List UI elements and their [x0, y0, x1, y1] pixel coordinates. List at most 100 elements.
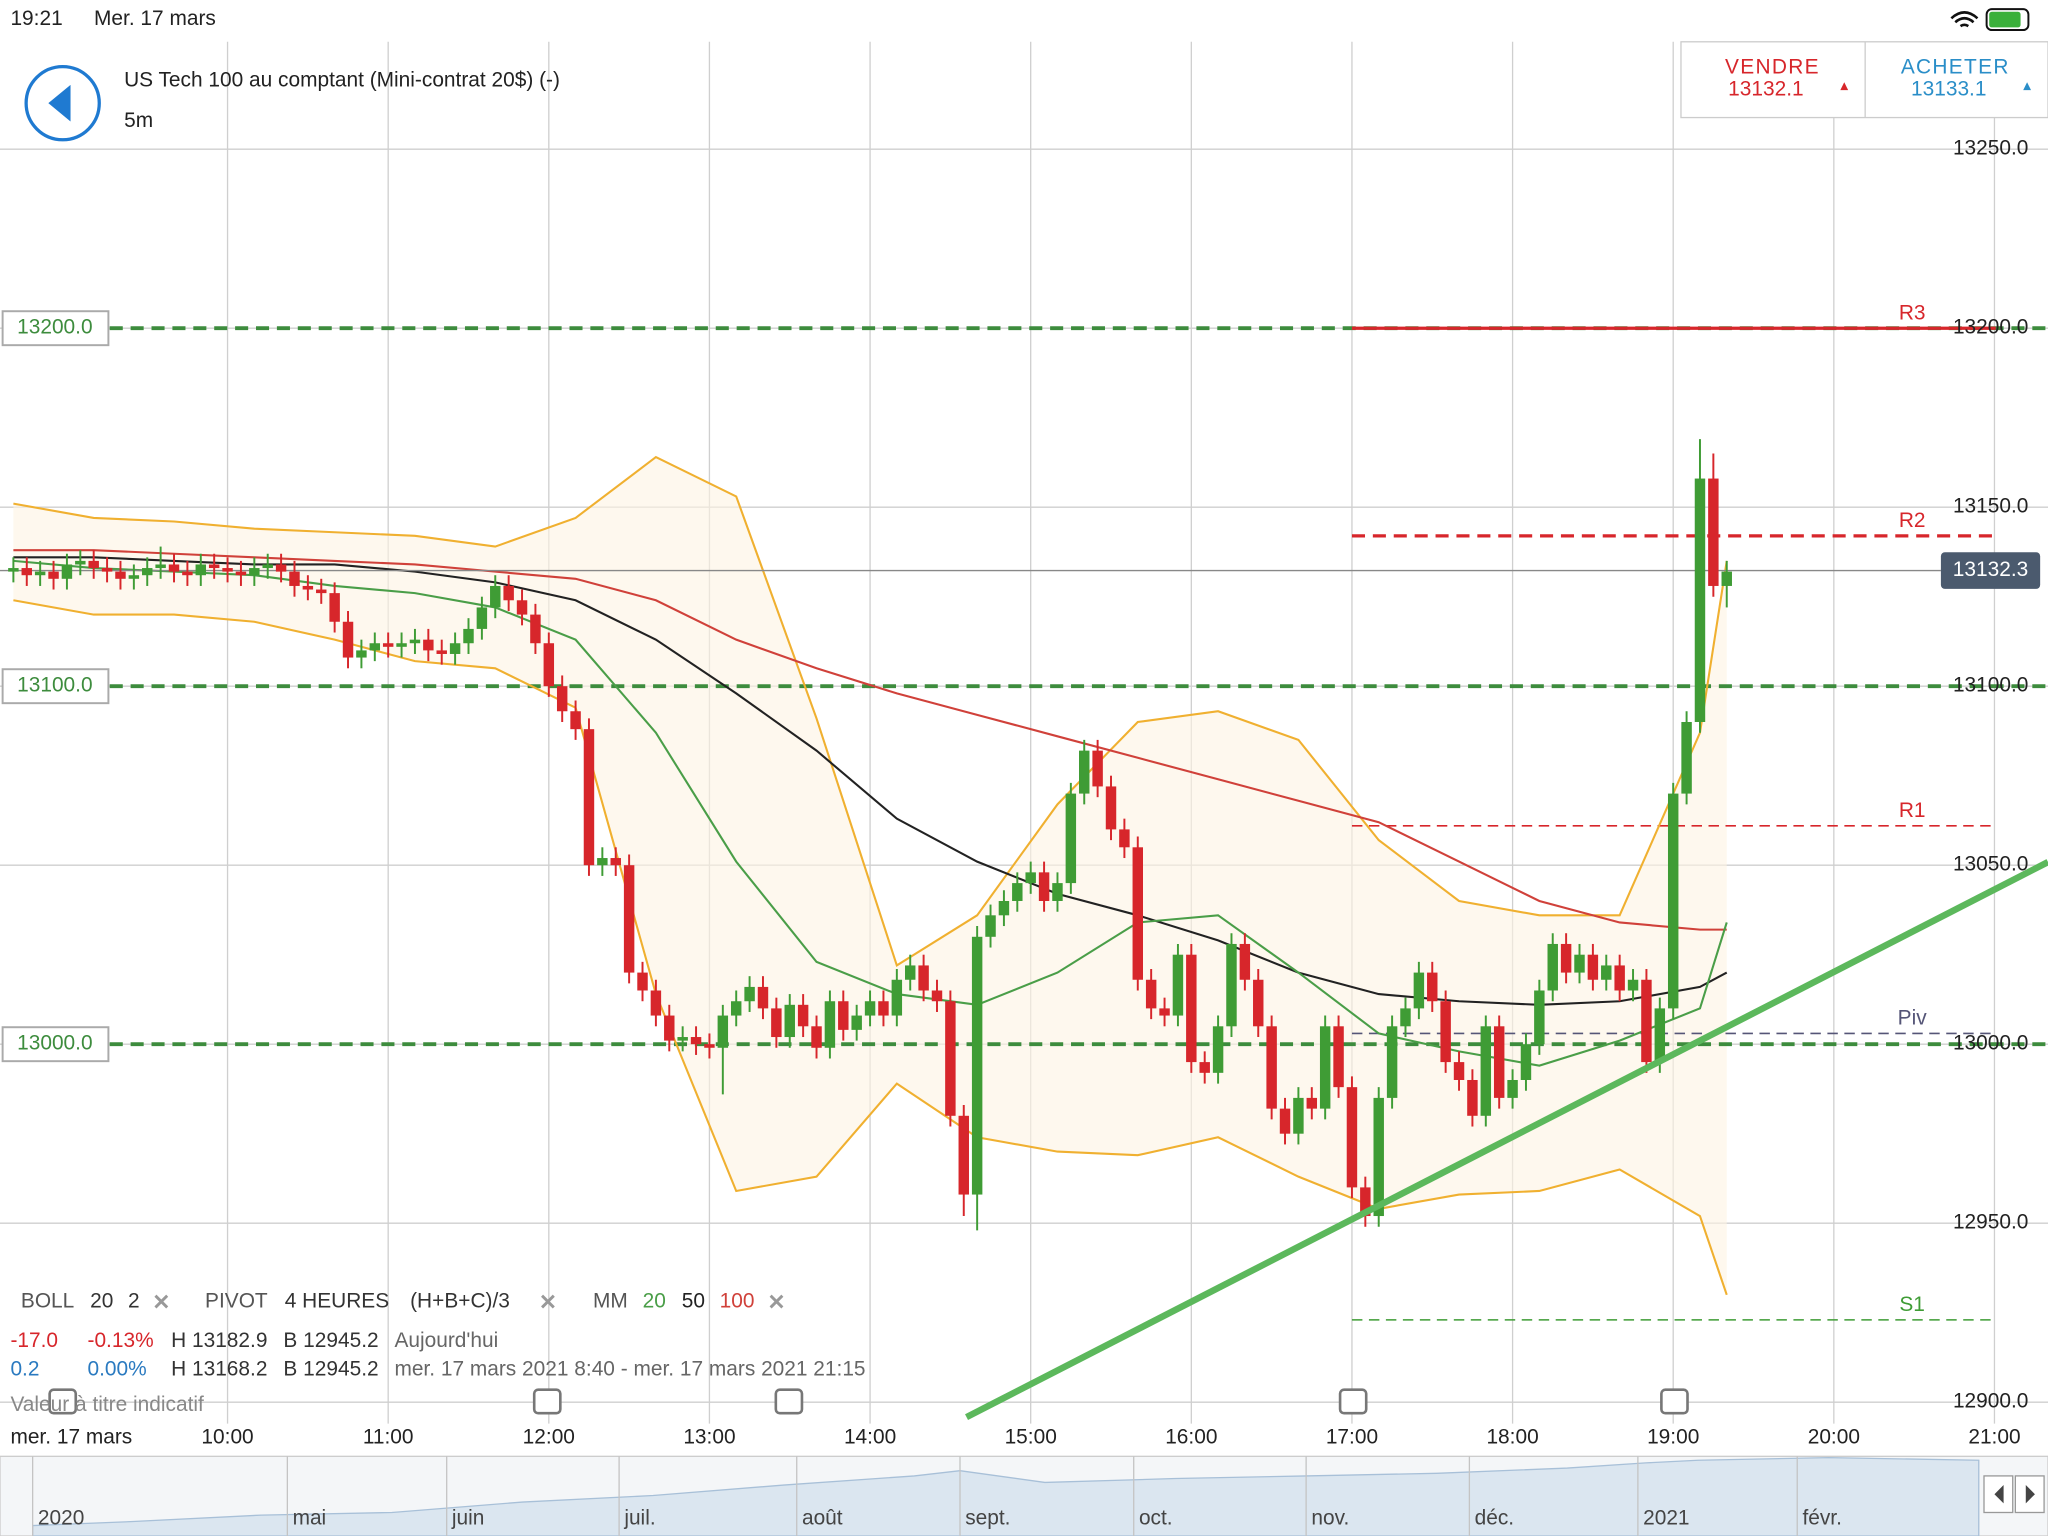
y-tick-label: 13150.0 — [1953, 495, 2028, 518]
candle-body — [1587, 954, 1599, 980]
buy-button[interactable]: ACHETER 13133.1 — [1901, 55, 2032, 101]
boll-period: 20 — [90, 1290, 113, 1313]
candle-body — [1319, 1026, 1331, 1109]
date-badge-box — [2, 1422, 149, 1454]
candle-body — [824, 1001, 836, 1048]
boll-lower — [13, 599, 1728, 1296]
status-time: 19:21 — [10, 7, 62, 30]
x-tick-label: 21:00 — [1968, 1426, 2020, 1449]
buy-arrow — [2023, 82, 2032, 91]
nav-label: août — [802, 1507, 843, 1530]
candle-body — [1601, 965, 1612, 980]
candle-body — [302, 585, 314, 590]
plot: 10:00 11:00 12:00 13:00 14:00 15:00 16:00 17:00… — [0, 41, 2048, 1449]
calendar-icon — [774, 1388, 804, 1415]
stat: mer. 17 mars 2021 8:40 - mer. 17 mars 20… — [394, 1358, 865, 1381]
remove-indicator[interactable] — [541, 1294, 555, 1309]
candle-body — [717, 1015, 729, 1048]
candle-body — [1132, 847, 1144, 980]
level-box — [1, 668, 110, 705]
candle-body — [8, 568, 19, 572]
candle-body — [409, 639, 421, 644]
nav-label: sept. — [965, 1507, 1010, 1530]
candle-body — [1427, 972, 1438, 1002]
stat: 0.00% — [88, 1358, 147, 1381]
current-price-box — [1940, 552, 2041, 589]
candle-body — [1239, 943, 1251, 980]
mm-slow: 100 — [720, 1290, 755, 1313]
candle-body — [275, 564, 287, 572]
stat: Aujourd'hui — [394, 1329, 498, 1352]
candle-body — [1105, 786, 1117, 830]
pivot-label: Piv — [1898, 1007, 1928, 1030]
candle-body — [1266, 1026, 1277, 1109]
pivot-label: R3 — [1899, 301, 1926, 324]
candle-body — [21, 568, 32, 576]
candle-body — [1507, 1079, 1518, 1098]
candle-body — [490, 585, 501, 608]
candle-body — [1346, 1087, 1358, 1188]
candle-body — [1574, 954, 1585, 973]
level-label: 13000.0 — [17, 1032, 92, 1055]
candle-body — [1493, 1026, 1505, 1098]
y-tick-label: 13250.0 — [1953, 137, 2028, 160]
candle-body — [1547, 943, 1558, 991]
candle-body — [851, 1015, 862, 1030]
candle-body — [945, 1001, 956, 1116]
candle-body — [423, 639, 434, 651]
level-label: 13100.0 — [17, 674, 92, 697]
candle-body — [690, 1037, 702, 1045]
mm-fast: 20 — [643, 1290, 666, 1313]
candle-body — [182, 571, 193, 576]
candle-body — [342, 621, 354, 658]
legend: BOLL 20 2 PIVOT 4 HEURES (H+B+C)/3 MM 20 50 100 -1… — [10, 1290, 865, 1416]
y-tick-label: 13000.0 — [1953, 1032, 2028, 1055]
candle-body — [1199, 1062, 1210, 1073]
candle-body — [476, 607, 488, 629]
candle-body — [744, 986, 755, 1002]
candle-body — [1681, 721, 1692, 794]
sell-button[interactable]: VENDRE 13132.1 — [1725, 55, 1849, 101]
candle-body — [1641, 979, 1652, 1063]
timeframe[interactable]: 5m — [124, 109, 153, 132]
trend-line[interactable] — [965, 859, 2048, 1421]
candle-body — [195, 564, 207, 576]
candle-body — [1038, 872, 1050, 901]
remove-indicator[interactable] — [769, 1294, 784, 1309]
candle-body — [1186, 954, 1197, 1063]
remove-indicator[interactable] — [154, 1294, 169, 1309]
y-tick-label: 12900.0 — [1953, 1390, 2028, 1413]
candle-body — [1386, 1026, 1398, 1098]
boll-upper — [13, 455, 1728, 968]
candle-body — [530, 614, 541, 644]
calendar-icon — [48, 1388, 78, 1415]
candle-body — [771, 1008, 782, 1038]
candle-body — [1400, 1008, 1411, 1027]
x-tick-label: 19:00 — [1647, 1426, 1699, 1449]
nav-label: févr. — [1802, 1507, 1841, 1530]
sell-label: VENDRE — [1725, 55, 1820, 78]
candle-body — [1145, 979, 1157, 1009]
stat: -17.0 — [10, 1329, 58, 1352]
calendar-icon — [532, 1388, 562, 1415]
wifi-icon — [1950, 11, 1979, 28]
candle-body — [1012, 883, 1023, 901]
candle-body — [436, 650, 447, 654]
x-tick-label: 13:00 — [683, 1426, 735, 1449]
candle-body — [1079, 750, 1090, 794]
stat: B 12945.2 — [283, 1329, 378, 1352]
candle-body — [677, 1037, 688, 1041]
x-tick-label: 17:00 — [1326, 1426, 1378, 1449]
candle-body — [918, 965, 929, 991]
candle-body — [1534, 990, 1545, 1045]
x-tick-label: 11:00 — [363, 1426, 414, 1449]
x-tick-label: 15:00 — [1005, 1426, 1057, 1449]
candle-body — [730, 1001, 742, 1016]
candle-body — [356, 650, 367, 658]
candle-body — [1614, 965, 1625, 991]
candle-body — [958, 1115, 969, 1195]
candle-body — [329, 593, 340, 622]
x-tick-label: 20:00 — [1808, 1426, 1860, 1449]
candle-body — [1667, 793, 1679, 1009]
candle-body — [34, 571, 46, 576]
